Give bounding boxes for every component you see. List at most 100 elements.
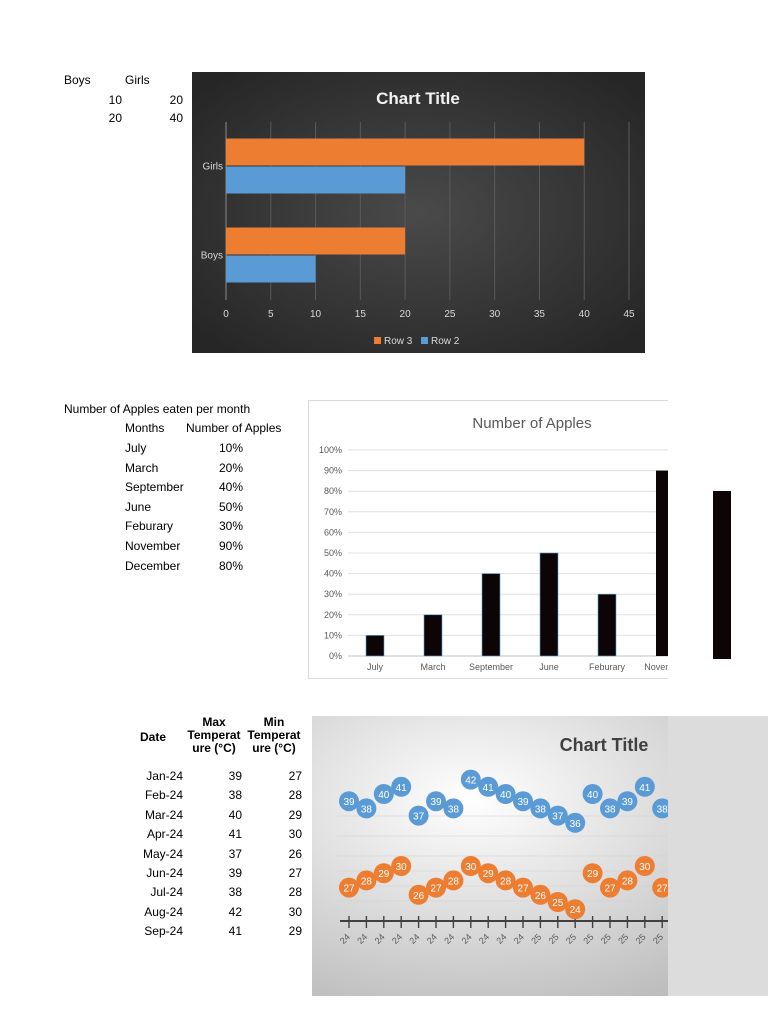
chart-bar-july [365, 635, 385, 657]
y-tick-label: 40% [324, 569, 342, 579]
chart-title: Chart Title [560, 735, 649, 755]
data-label: 28 [622, 876, 634, 887]
data-point [391, 856, 412, 876]
table-cell-max: 39 [228, 769, 242, 783]
legend-label-row3: Row 3 [384, 336, 413, 347]
x-tick-label: 35 [534, 309, 546, 320]
chart-title: Number of Apples [472, 415, 591, 432]
y-tick-label: 20% [324, 610, 342, 620]
data-point [356, 798, 377, 819]
data-point [634, 856, 655, 876]
data-label: 26 [535, 891, 547, 902]
y-tick-label: 100% [319, 445, 342, 455]
x-tick-label: 40 [579, 309, 591, 320]
table-cell-value: 50% [218, 499, 243, 514]
data-point [373, 863, 394, 884]
data-point [530, 798, 551, 819]
table-cell-month: November [125, 539, 181, 553]
table-cell-max: 38 [228, 885, 242, 900]
y-tick-label: 50% [324, 548, 342, 558]
x-tick-label: 20 [400, 309, 412, 320]
data-point [443, 870, 464, 891]
data-point [600, 798, 620, 819]
x-tick-label: 15 [355, 309, 367, 320]
table-cell-min: 27 [288, 866, 302, 880]
data-point [426, 791, 446, 812]
chart-svg: Chart Title Boys Girls 0 5 10 15 20 25 30 35 40 45… [192, 72, 645, 353]
chart-bar-march [423, 614, 443, 657]
table-cell-min: 29 [288, 807, 302, 822]
legend-label-row2: Row 2 [431, 336, 460, 347]
data-point [495, 784, 516, 804]
y-tick-label: 70% [324, 507, 342, 517]
table-cell-date: Apr-24 [146, 827, 183, 842]
table-cell-min: 27 [288, 769, 302, 783]
table-header-min: Min Temperat ure (°C) [247, 715, 301, 755]
chart-background [192, 72, 645, 353]
bar-chart-boys-girls[interactable]: Chart Title Boys Girls 0 5 10 15 20 25 30 35 40 45… [192, 72, 645, 353]
table-cell: 10 [108, 93, 122, 107]
chart-bar-june [539, 552, 559, 657]
table-cell-min: 28 [288, 788, 302, 803]
data-label: 28 [361, 876, 373, 887]
data-point [513, 791, 533, 812]
data-point [339, 877, 359, 898]
table-header: Girls [125, 73, 150, 87]
x-category-label: November [644, 662, 668, 672]
table-cell-date: Feb-24 [144, 788, 183, 803]
table-cell-month: Feburary [125, 519, 174, 534]
table-cell-date: Aug-24 [144, 904, 183, 919]
data-point [634, 776, 655, 797]
y-category-label: Girls [202, 162, 223, 173]
data-label: 24 [570, 905, 582, 916]
data-point [391, 776, 412, 797]
data-label: 38 [448, 804, 460, 815]
table-header: Number of Apples [186, 421, 282, 435]
data-point [547, 805, 568, 826]
table-cell: 20 [108, 111, 122, 125]
table-cell-month: September [125, 480, 184, 495]
table-cell-min: 29 [288, 924, 302, 939]
table-cell-value: 10% [218, 441, 243, 455]
table-cell-value: 90% [218, 539, 243, 553]
data-point [408, 805, 429, 826]
data-label: 41 [639, 783, 651, 794]
data-point [565, 812, 586, 833]
data-point [600, 877, 620, 898]
data-label: 30 [639, 862, 651, 873]
table-cell-date: Jul-24 [150, 885, 183, 900]
data-point [530, 884, 551, 905]
x-tick-label: 30 [489, 309, 501, 320]
data-point [617, 870, 638, 891]
data-label: 38 [535, 804, 547, 815]
data-label: 36 [570, 819, 582, 830]
data-label: 39 [622, 797, 634, 808]
chart-bar-boys-row2 [226, 255, 316, 283]
data-label: 38 [604, 804, 616, 815]
x-category-label: June [539, 662, 559, 672]
table-cell-value: 40% [218, 480, 243, 495]
data-point [339, 791, 359, 812]
table-cell-date: Jan-24 [146, 769, 183, 783]
data-point [582, 863, 603, 884]
data-point [408, 884, 429, 905]
data-label: 38 [361, 804, 373, 815]
chart-bar-feburary [597, 593, 617, 657]
chart-svg: Number of Apples 0% 10% 20% 30% 40% 50% 60% 70%… [308, 400, 689, 679]
data-label: 30 [465, 862, 477, 873]
table-cell-max: 42 [228, 904, 242, 919]
column-chart-apples[interactable]: Number of Apples 0% 10% 20% 30% 40% 50% 60% 70%… [308, 400, 689, 679]
data-label: 27 [343, 884, 355, 895]
chart-bar-november [656, 470, 674, 656]
data-label: 37 [413, 812, 425, 823]
data-label: 28 [448, 876, 460, 887]
table-cell-date: Jun-24 [146, 866, 183, 880]
data-label: 41 [483, 783, 495, 794]
y-tick-label: 80% [324, 486, 342, 496]
table-cell-value: 20% [218, 460, 243, 475]
data-label: 40 [378, 790, 390, 801]
legend-swatch-row2 [421, 337, 428, 344]
table-header: Boys [64, 73, 91, 87]
table-cell-max: 37 [228, 846, 242, 861]
table-cell-max: 41 [228, 924, 242, 939]
